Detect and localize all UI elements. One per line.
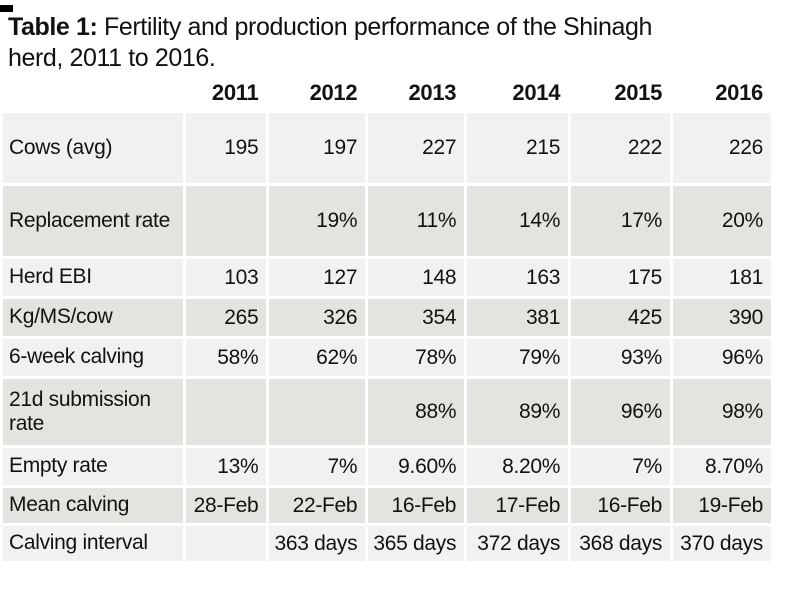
table-cell: 127 [269,259,366,296]
table-cell: 17-Feb [467,488,569,523]
table-cell: 195 [185,113,267,183]
row-label: Herd EBI [3,259,183,296]
table-cell: 425 [571,299,671,336]
table-caption-line2: herd, 2011 to 2016. [8,43,216,72]
table-cell: 175 [571,259,671,296]
table-cell: 13% [185,448,267,485]
year-column-header: 2016 [673,78,771,110]
table-cell: 16-Feb [368,488,465,523]
table-cell: 8.20% [467,448,569,485]
table-cell: 17% [571,186,671,256]
table-row: Herd EBI 103 127 148 163 175 181 [3,259,771,296]
table-cell: 365 days [368,526,465,561]
table-row: Cows (avg) 195 197 227 215 222 226 [3,113,771,183]
table-cell: 20% [673,186,771,256]
table-cell: 222 [571,113,671,183]
table-cell: 363 days [269,526,366,561]
table-cell: 9.60% [368,448,465,485]
row-label: Kg/MS/cow [3,299,183,336]
table-cell: 390 [673,299,771,336]
row-label: Empty rate [3,448,183,485]
table-cell: 98% [673,379,771,445]
table-cell: 19-Feb [673,488,771,523]
table-cell: 96% [571,379,671,445]
table-cell: 14% [467,186,569,256]
table-cell: 89% [467,379,569,445]
row-label: Calving interval [3,526,183,561]
table-row: Calving interval 363 days 365 days 372 days… [3,526,771,561]
table-caption-label: Table 1: [8,13,98,41]
table-cell: 8.70% [673,448,771,485]
table-cell [185,526,267,561]
table-cell: 181 [673,259,771,296]
table-cell: 16-Feb [571,488,671,523]
year-column-header: 2014 [467,78,569,110]
table-cell: 7% [269,448,366,485]
table-cell [185,186,267,256]
table-body: Cows (avg) 195 197 227 215 222 226 Replacement … [3,113,771,561]
row-label: Replacement rate [3,186,183,256]
table-cell [185,379,267,445]
table-cell: 148 [368,259,465,296]
table-row: 21d submission rate 88% 89% 96% 98% [3,379,771,445]
table-cell: 78% [368,339,465,376]
year-header-row: 2011 2012 2013 2014 2015 2016 [3,78,771,110]
table-row: 6-week calving 58% 62% 78% 79% 93% 96% [3,339,771,376]
table-row: Kg/MS/cow 265 326 354 381 425 390 [3,299,771,336]
table-caption-line1: Fertility and production performance of … [103,13,652,41]
table-cell [269,379,366,445]
row-label: 6-week calving [3,339,183,376]
table-cell: 19% [269,186,366,256]
table-cell: 103 [185,259,267,296]
table-cell: 372 days [467,526,569,561]
table-cell: 7% [571,448,671,485]
table-row: Mean calving 28-Feb 22-Feb 16-Feb 17-Feb 16-F… [3,488,771,523]
table-cell: 163 [467,259,569,296]
table-cell: 370 days [673,526,771,561]
table-cell: 93% [571,339,671,376]
row-label: Cows (avg) [3,113,183,183]
year-column-header: 2012 [269,78,366,110]
table-cell: 22-Feb [269,488,366,523]
table-cell: 11% [368,186,465,256]
table-cell: 96% [673,339,771,376]
fertility-production-table: 2011 2012 2013 2014 2015 2016 Cows (avg) 195 19… [0,75,774,564]
table-cell: 215 [467,113,569,183]
table-cell: 227 [368,113,465,183]
table-cell: 354 [368,299,465,336]
row-label: Mean calving [3,488,183,523]
year-column-header: 2011 [185,78,267,110]
cropped-rule-mark [0,5,13,12]
table-cell: 79% [467,339,569,376]
table-cell: 326 [269,299,366,336]
table-row: Empty rate 13% 7% 9.60% 8.20% 7% 8.70% [3,448,771,485]
table-cell: 368 days [571,526,671,561]
table-caption: Table 1: Fertility and production perfor… [0,0,790,73]
table-cell: 381 [467,299,569,336]
table-cell: 226 [673,113,771,183]
table-cell: 28-Feb [185,488,267,523]
table-cell: 197 [269,113,366,183]
year-column-header: 2015 [571,78,671,110]
table-cell: 58% [185,339,267,376]
row-label-header [3,78,183,110]
year-column-header: 2013 [368,78,465,110]
table-cell: 62% [269,339,366,376]
row-label: 21d submission rate [3,379,183,445]
table-cell: 88% [368,379,465,445]
table-cell: 265 [185,299,267,336]
table-row: Replacement rate 19% 11% 14% 17% 20% [3,186,771,256]
